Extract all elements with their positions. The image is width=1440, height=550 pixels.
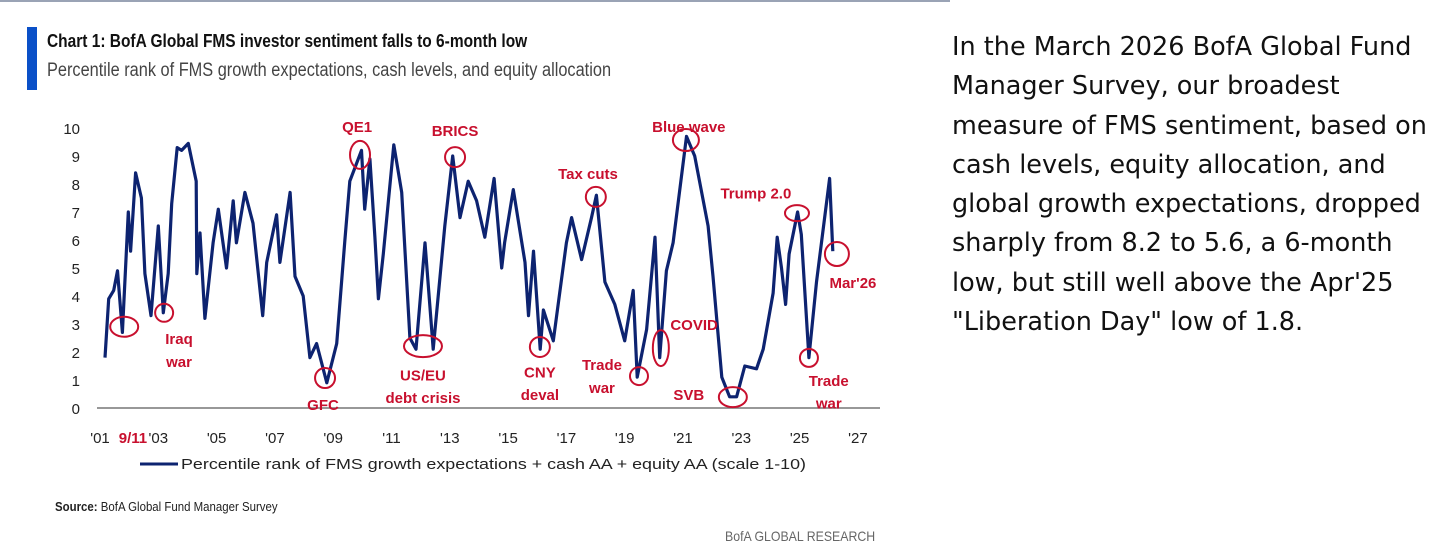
chart-subtitle: Percentile rank of FMS growth expectatio… (47, 60, 612, 81)
annotation-label: GFC (307, 397, 339, 414)
annotation-circle (671, 128, 700, 153)
x-tick-label: '17 (557, 430, 577, 447)
annotation-circle (823, 241, 850, 267)
x-tick-label: '11 (382, 430, 400, 447)
annotation-label: war (165, 354, 192, 371)
source-text: BofA Global Fund Manager Survey (100, 499, 278, 514)
x-tick-label: '15 (498, 430, 518, 447)
y-tick-label: 0 (72, 401, 80, 418)
annotation-circle (109, 315, 140, 338)
annotation-label: Trump 2.0 (720, 185, 791, 202)
brand-footer: BofA GLOBAL RESEARCH (725, 528, 876, 544)
y-tick-label: 6 (72, 233, 80, 250)
annotation-label: Tax cuts (558, 166, 618, 183)
annotation-circle (783, 204, 810, 223)
annotation-circle (798, 347, 819, 368)
annotation-label: debt crisis (385, 390, 460, 407)
annotation-label: Trade (582, 357, 622, 374)
annotation-circle (314, 367, 337, 390)
x-tick-label: '23 (732, 430, 752, 447)
chart-title: Chart 1: BofA Global FMS investor sentim… (47, 31, 528, 51)
y-tick-label: 5 (72, 261, 80, 278)
annotation-label: war (588, 380, 615, 397)
y-tick-label: 8 (72, 177, 80, 194)
legend-label: Percentile rank of FMS growth expectatio… (181, 457, 806, 473)
annotation-circle (628, 366, 649, 387)
annotation-circle (584, 185, 607, 208)
y-tick-label: 1 (72, 373, 80, 390)
source-label: Source: (55, 499, 98, 514)
annotation-label: CNY (524, 365, 556, 382)
x-tick-label: '01 (90, 430, 110, 447)
annotation-circle (349, 139, 372, 170)
annotation-label: COVID (670, 317, 718, 334)
y-tick-label: 2 (72, 345, 80, 362)
y-tick-label: 7 (72, 205, 80, 222)
annotation-label: SVB (673, 387, 704, 404)
x-tick-label: '25 (790, 430, 810, 447)
annotation-label: Iraq (165, 331, 193, 348)
annotation-label: BRICS (432, 123, 479, 140)
annotation-label: war (815, 395, 842, 412)
annotation-circle (717, 386, 748, 409)
source-note: Source: BofA Global Fund Manager Survey (55, 499, 278, 514)
annotation-circle (444, 146, 467, 169)
annotation-circle (402, 334, 443, 359)
annotation-label: deval (521, 387, 559, 404)
annotation-label: Trade (809, 373, 849, 390)
series-line-fms-sentiment (103, 134, 835, 399)
x-tick-label: '07 (265, 430, 285, 447)
annotation-label: Mar'26 (829, 275, 876, 292)
title-accent-bar (27, 27, 37, 90)
annotation-label: QE1 (342, 119, 372, 136)
y-tick-label: 9 (72, 149, 80, 166)
x-tick-label: '19 (615, 430, 635, 447)
y-tick-label: 10 (63, 121, 80, 138)
y-tick-label: 4 (72, 289, 80, 306)
annotation-label: Blue wave (652, 119, 725, 136)
x-tick-label: '21 (673, 430, 693, 447)
x-tick-label: '09 (323, 430, 343, 447)
annotation-label: 9/11 (119, 430, 147, 447)
x-tick-label: '13 (440, 430, 460, 447)
annotation-circle (651, 329, 670, 368)
top-border (0, 0, 950, 2)
commentary-text: In the March 2026 BofA Global Fund Manag… (952, 32, 1427, 338)
annotation-label: US/EU (400, 367, 446, 384)
line-chart: 0 1 2 3 4 5 6 7 8 9 10 '01 '03 '05 '07 '09 '11 '13 '15 '17 '… (63, 119, 880, 473)
y-tick-label: 3 (72, 317, 80, 334)
annotation-circle (154, 302, 175, 323)
annotation-circle (528, 335, 551, 358)
x-tick-label: '05 (207, 430, 227, 447)
x-tick-label: '03 (149, 430, 169, 447)
x-tick-label: '27 (848, 430, 868, 447)
